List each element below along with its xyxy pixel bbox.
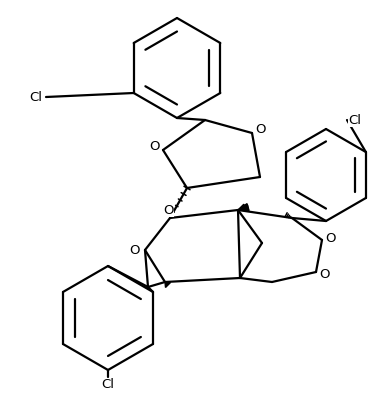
- Text: O: O: [150, 139, 160, 152]
- Text: O: O: [320, 268, 330, 281]
- Text: O: O: [255, 123, 265, 136]
- Text: O: O: [130, 243, 140, 256]
- Text: Cl: Cl: [102, 379, 115, 392]
- Polygon shape: [165, 282, 170, 288]
- Polygon shape: [238, 204, 249, 210]
- Text: Cl: Cl: [349, 113, 362, 126]
- Polygon shape: [238, 204, 246, 210]
- Text: O: O: [326, 232, 336, 245]
- Text: Cl: Cl: [29, 91, 42, 104]
- Text: O: O: [163, 203, 173, 216]
